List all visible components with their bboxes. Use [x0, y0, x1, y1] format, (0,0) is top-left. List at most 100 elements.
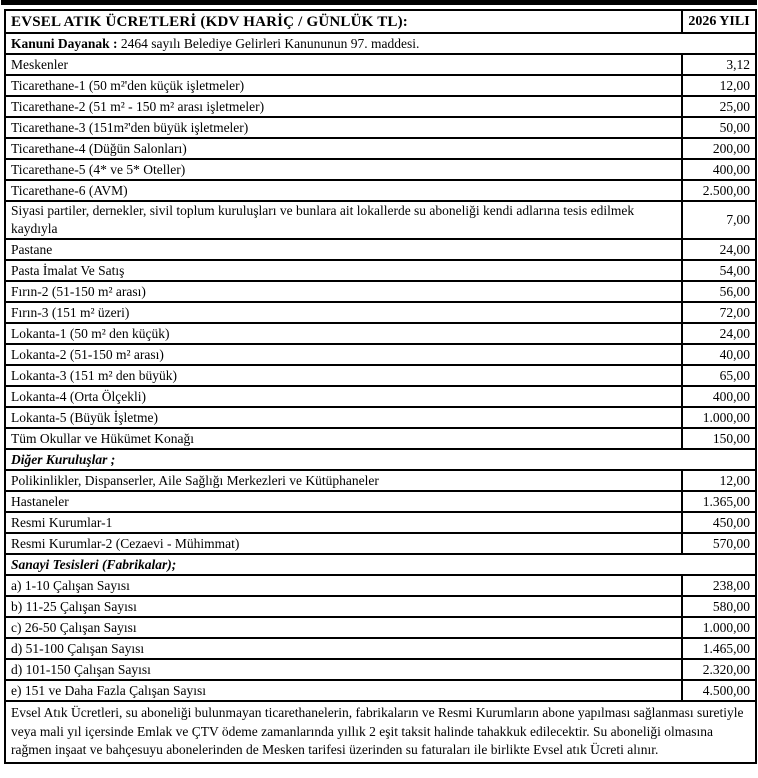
fee-label: b) 11-25 Çalışan Sayısı	[4, 595, 683, 618]
fee-label: Resmi Kurumlar-1	[4, 511, 683, 534]
fee-row: c) 26-50 Çalışan Sayısı 1.000,00	[4, 616, 757, 639]
fee-value: 4.500,00	[681, 679, 757, 702]
fee-value: 238,00	[681, 574, 757, 597]
legal-basis-label: Kanuni Dayanak :	[11, 35, 118, 51]
fee-row: Ticarethane-1 (50 m²'den küçük işletmele…	[4, 74, 757, 97]
fee-row: e) 151 ve Daha Fazla Çalışan Sayısı 4.500…	[4, 679, 757, 702]
fee-label: Ticarethane-1 (50 m²'den küçük işletmele…	[4, 74, 683, 97]
fee-label: Polikinlikler, Dispanserler, Aile Sağlığ…	[4, 469, 683, 492]
fee-table-body: Meskenler 3,12 Ticarethane-1 (50 m²'den kü…	[4, 53, 757, 702]
fee-label: e) 151 ve Daha Fazla Çalışan Sayısı	[4, 679, 683, 702]
fee-row: Lokanta-4 (Orta Ölçekli) 400,00	[4, 385, 757, 408]
fee-row: d) 51-100 Çalışan Sayısı 1.465,00	[4, 637, 757, 660]
page-title: EVSEL ATIK ÜCRETLERİ (KDV HARİÇ / GÜNLÜK…	[4, 9, 683, 34]
fee-label: Meskenler	[4, 53, 683, 76]
fee-label: d) 51-100 Çalışan Sayısı	[4, 637, 683, 660]
table-header-row: EVSEL ATIK ÜCRETLERİ (KDV HARİÇ / GÜNLÜK…	[4, 9, 757, 34]
fee-row: Hastaneler 1.365,00	[4, 490, 757, 513]
fee-label: Lokanta-1 (50 m² den küçük)	[4, 322, 683, 345]
fee-label: Lokanta-3 (151 m² den büyük)	[4, 364, 683, 387]
section-label: Sanayi Tesisleri (Fabrikalar);	[4, 553, 757, 576]
fee-label: c) 26-50 Çalışan Sayısı	[4, 616, 683, 639]
fee-label: Pastane	[4, 238, 683, 261]
footer-row: Evsel Atık Ücretleri, su aboneliği bulun…	[4, 700, 757, 764]
fee-value: 200,00	[681, 137, 757, 160]
fee-row: Fırın-2 (51-150 m² arası) 56,00	[4, 280, 757, 303]
fee-label: Ticarethane-5 (4* ve 5* Oteller)	[4, 158, 683, 181]
fee-value: 400,00	[681, 158, 757, 181]
fee-row: Lokanta-5 (Büyük İşletme) 1.000,00	[4, 406, 757, 429]
fee-label: Fırın-3 (151 m² üzeri)	[4, 301, 683, 324]
section-label: Diğer Kuruluşlar ;	[4, 448, 757, 471]
year-header: 2026 YILI	[681, 9, 757, 34]
fee-row: Lokanta-2 (51-150 m² arası) 40,00	[4, 343, 757, 366]
fee-row: Ticarethane-2 (51 m² - 150 m² arası işle…	[4, 95, 757, 118]
fee-row: Ticarethane-5 (4* ve 5* Oteller) 400,00	[4, 158, 757, 181]
fee-label: Resmi Kurumlar-2 (Cezaevi - Mühimmat)	[4, 532, 683, 555]
fee-label: Siyasi partiler, dernekler, sivil toplum…	[4, 200, 683, 240]
fee-label: Pasta İmalat Ve Satış	[4, 259, 683, 282]
fee-value: 450,00	[681, 511, 757, 534]
fee-value: 12,00	[681, 74, 757, 97]
fee-value: 24,00	[681, 322, 757, 345]
fee-row: Tüm Okullar ve Hükümet Konağı 150,00	[4, 427, 757, 450]
fee-row: Polikinlikler, Dispanserler, Aile Sağlığ…	[4, 469, 757, 492]
fee-label: Fırın-2 (51-150 m² arası)	[4, 280, 683, 303]
fee-row: a) 1-10 Çalışan Sayısı 238,00	[4, 574, 757, 597]
fee-value: 1.465,00	[681, 637, 757, 660]
fee-value: 2.500,00	[681, 179, 757, 202]
fee-value: 2.320,00	[681, 658, 757, 681]
top-divider-bar	[1, 0, 757, 5]
legal-basis-cell: Kanuni Dayanak : 2464 sayılı Belediye Ge…	[4, 32, 757, 55]
fee-value: 24,00	[681, 238, 757, 261]
fee-value: 56,00	[681, 280, 757, 303]
section-row: Sanayi Tesisleri (Fabrikalar);	[4, 553, 757, 576]
fee-value: 12,00	[681, 469, 757, 492]
fee-row: Pasta İmalat Ve Satış 54,00	[4, 259, 757, 282]
fee-row: Resmi Kurumlar-2 (Cezaevi - Mühimmat) 570…	[4, 532, 757, 555]
legal-basis-row: Kanuni Dayanak : 2464 sayılı Belediye Ge…	[4, 32, 757, 55]
fee-value: 7,00	[681, 200, 757, 240]
fee-row: Ticarethane-6 (AVM) 2.500,00	[4, 179, 757, 202]
fee-label: d) 101-150 Çalışan Sayısı	[4, 658, 683, 681]
fee-value: 65,00	[681, 364, 757, 387]
fee-row: Ticarethane-4 (Düğün Salonları) 200,00	[4, 137, 757, 160]
fee-value: 580,00	[681, 595, 757, 618]
fee-value: 400,00	[681, 385, 757, 408]
fee-value: 72,00	[681, 301, 757, 324]
fee-value: 1.365,00	[681, 490, 757, 513]
fee-row: Meskenler 3,12	[4, 53, 757, 76]
fee-row: Lokanta-1 (50 m² den küçük) 24,00	[4, 322, 757, 345]
legal-basis-text: 2464 sayılı Belediye Gelirleri Kanununun…	[117, 35, 420, 51]
fee-table: EVSEL ATIK ÜCRETLERİ (KDV HARİÇ / GÜNLÜK…	[4, 9, 757, 764]
fee-label: Lokanta-2 (51-150 m² arası)	[4, 343, 683, 366]
fee-value: 1.000,00	[681, 616, 757, 639]
fee-label: Ticarethane-6 (AVM)	[4, 179, 683, 202]
section-row: Diğer Kuruluşlar ;	[4, 448, 757, 471]
fee-row: Lokanta-3 (151 m² den büyük) 65,00	[4, 364, 757, 387]
fee-label: Lokanta-5 (Büyük İşletme)	[4, 406, 683, 429]
fee-row: Ticarethane-3 (151m²'den büyük işletmele…	[4, 116, 757, 139]
fee-label: Ticarethane-2 (51 m² - 150 m² arası işle…	[4, 95, 683, 118]
fee-label: Ticarethane-3 (151m²'den büyük işletmele…	[4, 116, 683, 139]
fee-row: Siyasi partiler, dernekler, sivil toplum…	[4, 200, 757, 240]
fee-value: 50,00	[681, 116, 757, 139]
fee-label: Hastaneler	[4, 490, 683, 513]
fee-row: Pastane 24,00	[4, 238, 757, 261]
fee-row: d) 101-150 Çalışan Sayısı 2.320,00	[4, 658, 757, 681]
fee-label: Tüm Okullar ve Hükümet Konağı	[4, 427, 683, 450]
fee-value: 3,12	[681, 53, 757, 76]
fee-row: b) 11-25 Çalışan Sayısı 580,00	[4, 595, 757, 618]
fee-label: a) 1-10 Çalışan Sayısı	[4, 574, 683, 597]
fee-row: Fırın-3 (151 m² üzeri) 72,00	[4, 301, 757, 324]
footer-note: Evsel Atık Ücretleri, su aboneliği bulun…	[4, 700, 757, 764]
fee-value: 1.000,00	[681, 406, 757, 429]
fee-value: 40,00	[681, 343, 757, 366]
fee-value: 570,00	[681, 532, 757, 555]
fee-value: 150,00	[681, 427, 757, 450]
fee-row: Resmi Kurumlar-1 450,00	[4, 511, 757, 534]
fee-label: Lokanta-4 (Orta Ölçekli)	[4, 385, 683, 408]
fee-value: 25,00	[681, 95, 757, 118]
fee-label: Ticarethane-4 (Düğün Salonları)	[4, 137, 683, 160]
fee-value: 54,00	[681, 259, 757, 282]
